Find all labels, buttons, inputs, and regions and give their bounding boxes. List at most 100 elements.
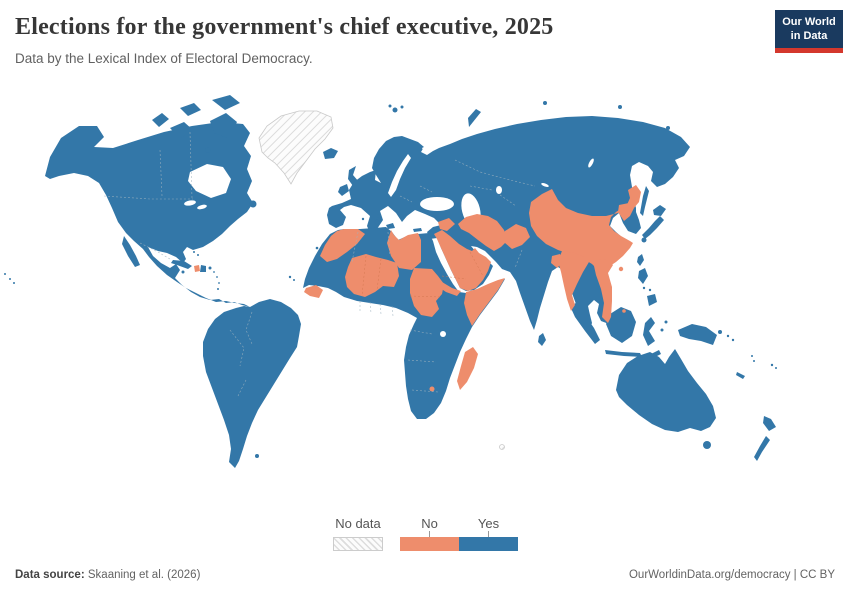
owid-logo[interactable]: Our World in Data	[775, 10, 843, 53]
region-arctic-island-victoria[interactable]	[170, 122, 193, 139]
region-borneo[interactable]	[606, 307, 636, 343]
region-arctic-island-banks[interactable]	[152, 113, 169, 127]
region-southampton-island[interactable]	[205, 147, 211, 153]
region-new-guinea[interactable]	[678, 324, 717, 345]
region-north-america[interactable]	[45, 122, 253, 307]
region-antilles-1[interactable]	[213, 271, 215, 273]
region-sicily[interactable]	[386, 223, 395, 229]
region-sumatra[interactable]	[570, 303, 600, 344]
region-vanuatu-2[interactable]	[753, 360, 755, 362]
region-jamaica[interactable]	[181, 270, 185, 274]
region-iceland[interactable]	[323, 148, 338, 159]
region-svalbard-2[interactable]	[400, 105, 404, 109]
region-somalia[interactable]	[464, 278, 505, 326]
region-eswatini[interactable]	[429, 386, 435, 392]
region-hawaii-2[interactable]	[9, 278, 11, 280]
region-wrangel-island[interactable]	[666, 126, 670, 130]
region-madagascar[interactable]	[457, 347, 478, 390]
region-svalbard-3[interactable]	[388, 104, 392, 108]
region-antilles-2[interactable]	[216, 276, 218, 278]
white-sea	[422, 145, 431, 154]
region-corsica[interactable]	[376, 214, 380, 218]
region-philippines-visayas-1[interactable]	[642, 286, 646, 290]
region-bahamas-2[interactable]	[197, 254, 199, 256]
region-afghanistan[interactable]	[502, 224, 530, 249]
region-solomons-2[interactable]	[731, 338, 735, 342]
region-haiti[interactable]	[194, 265, 200, 272]
region-arctic-island-baffin[interactable]	[210, 113, 237, 138]
region-tasmania[interactable]	[703, 441, 711, 449]
region-bangladesh[interactable]	[551, 254, 563, 268]
region-australia[interactable]	[616, 349, 716, 432]
region-japan-honshu[interactable]	[642, 216, 664, 239]
region-north-korea[interactable]	[618, 203, 634, 221]
region-china[interactable]	[529, 185, 641, 272]
region-cape-verde-2[interactable]	[293, 279, 295, 281]
region-hawaii-3[interactable]	[13, 282, 15, 284]
region-philippines-mindanao[interactable]	[647, 294, 657, 306]
region-philippines-visayas-2[interactable]	[648, 288, 652, 292]
region-arctic-island-ellesmere[interactable]	[212, 95, 240, 110]
legend-swatch-no-data[interactable]	[333, 537, 383, 551]
region-severnaya-zemlya[interactable]	[543, 101, 547, 105]
region-myanmar[interactable]	[558, 251, 589, 311]
region-arctic-island-small[interactable]	[180, 103, 201, 116]
region-fiji-1[interactable]	[770, 363, 774, 367]
region-syria[interactable]	[438, 218, 455, 231]
region-japan-kyushu[interactable]	[641, 237, 647, 243]
region-brunei[interactable]	[622, 309, 626, 313]
region-balearics[interactable]	[361, 217, 365, 221]
region-new-britain[interactable]	[718, 330, 722, 334]
region-bahamas-1[interactable]	[193, 251, 195, 253]
region-sahel-mali-burkina-niger[interactable]	[345, 254, 399, 297]
region-dominican-republic[interactable]	[200, 265, 206, 272]
region-new-caledonia[interactable]	[736, 372, 745, 379]
region-sakhalin[interactable]	[640, 186, 649, 216]
region-new-siberian-islands[interactable]	[618, 105, 622, 109]
region-maluku-2[interactable]	[664, 320, 668, 324]
region-maluku-1[interactable]	[660, 328, 664, 332]
region-sulawesi[interactable]	[643, 317, 655, 346]
region-greenland[interactable]	[258, 110, 334, 185]
legend-swatch-no[interactable]	[400, 537, 459, 551]
region-new-zealand-south[interactable]	[754, 436, 770, 461]
region-hawaii-1[interactable]	[4, 273, 6, 275]
region-svalbard-1[interactable]	[392, 107, 398, 113]
region-libya[interactable]	[387, 230, 421, 270]
region-puerto-rico[interactable]	[208, 266, 212, 270]
region-vanuatu-1[interactable]	[751, 355, 753, 357]
region-ireland[interactable]	[338, 184, 349, 196]
region-new-zealand-north[interactable]	[763, 416, 776, 431]
region-taiwan[interactable]	[637, 254, 644, 266]
region-philippines-luzon[interactable]	[638, 268, 648, 284]
region-java[interactable]	[605, 350, 642, 357]
region-falkland-islands[interactable]	[255, 454, 259, 458]
region-hainan[interactable]	[618, 266, 624, 272]
region-crete[interactable]	[413, 228, 422, 232]
region-vietnam[interactable]	[594, 259, 613, 323]
region-novaya-zemlya[interactable]	[468, 109, 481, 127]
region-newfoundland[interactable]	[249, 200, 257, 208]
region-iran[interactable]	[458, 214, 508, 251]
region-canary-islands[interactable]	[315, 246, 319, 250]
region-sardinia[interactable]	[374, 219, 380, 225]
region-cape-verde-1[interactable]	[288, 275, 292, 279]
region-antilles-4[interactable]	[217, 288, 219, 290]
region-solomons-1[interactable]	[726, 334, 730, 338]
region-cuba[interactable]	[171, 260, 192, 269]
region-morocco[interactable]	[320, 229, 365, 262]
region-sri-lanka[interactable]	[538, 333, 546, 346]
legend-swatch-yes[interactable]	[459, 537, 518, 551]
region-japan-hokkaido[interactable]	[653, 205, 666, 216]
region-south-america[interactable]	[203, 299, 301, 468]
region-arabia-jordan-saudi-gulf-yemen-oman[interactable]	[434, 230, 491, 291]
region-sudan-south-sudan[interactable]	[410, 268, 444, 317]
lake-baikal	[588, 158, 594, 168]
region-baja-california[interactable]	[122, 236, 140, 267]
region-guinea[interactable]	[304, 285, 323, 298]
region-eritrea[interactable]	[440, 282, 461, 296]
region-kerguelen[interactable]	[499, 444, 505, 450]
region-antilles-3[interactable]	[218, 282, 220, 284]
region-fiji-2[interactable]	[775, 367, 777, 369]
footer-credit-link[interactable]: OurWorldinData.org/democracy | CC BY	[628, 569, 835, 581]
